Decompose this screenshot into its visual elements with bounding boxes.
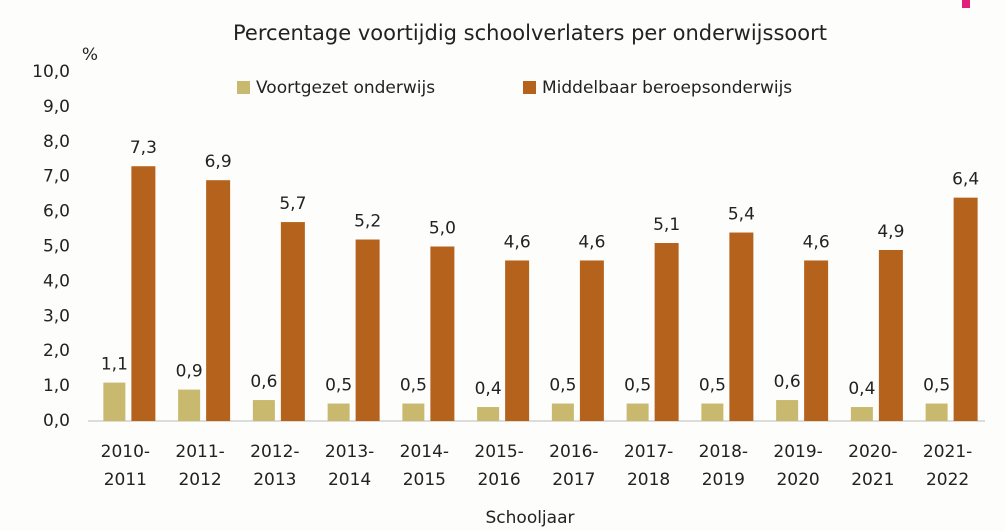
y-tick-label: 9,0 — [43, 97, 70, 117]
x-tick-label: 2016-2017 — [549, 442, 598, 490]
bar — [729, 232, 754, 421]
data-label: 4,6 — [578, 232, 605, 252]
bar — [477, 407, 500, 421]
data-label: 0,5 — [699, 376, 726, 396]
legend-swatch — [523, 81, 536, 94]
x-tick-label: 2018-2019 — [699, 442, 748, 490]
data-label: 7,3 — [130, 138, 157, 158]
y-tick-label: 10,0 — [32, 62, 70, 82]
data-label: 0,6 — [774, 372, 801, 392]
bar — [131, 166, 156, 421]
y-axis-label: % — [82, 45, 98, 65]
bar — [850, 407, 873, 421]
x-tick-label: 2020-2021 — [848, 442, 897, 490]
data-label: 0,5 — [624, 376, 651, 396]
bar — [654, 243, 679, 421]
bar — [355, 239, 380, 421]
x-tick-label: 2017-2018 — [624, 442, 673, 490]
bar — [280, 222, 305, 421]
y-tick-label: 4,0 — [43, 271, 70, 291]
bar — [505, 260, 530, 421]
data-label: 0,4 — [848, 379, 875, 399]
corner-mark — [962, 0, 970, 8]
data-label: 0,6 — [250, 372, 277, 392]
data-label: 0,5 — [923, 376, 950, 396]
bar — [925, 403, 948, 421]
x-tick-label: 2012-2013 — [250, 442, 299, 490]
bar — [206, 180, 231, 421]
y-tick-label: 6,0 — [43, 202, 70, 222]
data-label: 0,4 — [475, 379, 502, 399]
bar — [327, 403, 350, 421]
data-label: 6,9 — [205, 152, 232, 172]
bar — [776, 400, 799, 421]
bar — [878, 249, 903, 421]
bar — [402, 403, 425, 421]
y-tick-label: 8,0 — [43, 132, 70, 152]
data-label: 4,9 — [877, 222, 904, 242]
data-label: 5,2 — [354, 212, 381, 232]
legend-swatch — [237, 81, 250, 94]
y-tick-label: 1,0 — [43, 376, 70, 396]
bar — [804, 260, 829, 421]
y-tick-label: 5,0 — [43, 237, 70, 257]
x-tick-label: 2021-2022 — [923, 442, 972, 490]
data-label: 0,5 — [400, 376, 427, 396]
bar — [953, 197, 978, 421]
bar — [626, 403, 649, 421]
data-label: 4,6 — [504, 232, 531, 252]
x-tick-label: 2011-2012 — [175, 442, 224, 490]
data-label: 5,0 — [429, 219, 456, 239]
x-tick-label: 2010-2011 — [101, 442, 150, 490]
bar — [551, 403, 574, 421]
data-label: 6,4 — [952, 170, 979, 190]
legend-label: Middelbaar beroepsonderwijs — [542, 78, 792, 98]
data-label: 5,1 — [653, 215, 680, 235]
legend-label: Voortgezet onderwijs — [256, 78, 435, 98]
bar — [701, 403, 724, 421]
x-axis-label: Schooljaar — [486, 508, 575, 528]
x-tick-label: 2015-2016 — [474, 442, 523, 490]
y-tick-label: 0,0 — [43, 411, 70, 431]
data-label: 5,4 — [728, 205, 755, 225]
data-label: 1,1 — [101, 355, 128, 375]
data-label: 0,5 — [325, 376, 352, 396]
x-tick-label: 2013-2014 — [325, 442, 374, 490]
data-label: 0,5 — [549, 376, 576, 396]
data-label: 0,9 — [176, 362, 203, 382]
y-tick-label: 2,0 — [43, 341, 70, 361]
data-label: 5,7 — [279, 194, 306, 214]
x-tick-label: 2014-2015 — [400, 442, 449, 490]
bar — [579, 260, 604, 421]
x-tick-label: 2019-2020 — [773, 442, 822, 490]
bar — [103, 382, 126, 421]
data-label: 4,6 — [803, 232, 830, 252]
y-tick-label: 7,0 — [43, 167, 70, 187]
y-tick-label: 3,0 — [43, 306, 70, 326]
bar — [252, 400, 275, 421]
bar — [430, 246, 455, 421]
chart-title: Percentage voortijdig schoolverlaters pe… — [233, 21, 827, 45]
bar — [178, 389, 201, 421]
